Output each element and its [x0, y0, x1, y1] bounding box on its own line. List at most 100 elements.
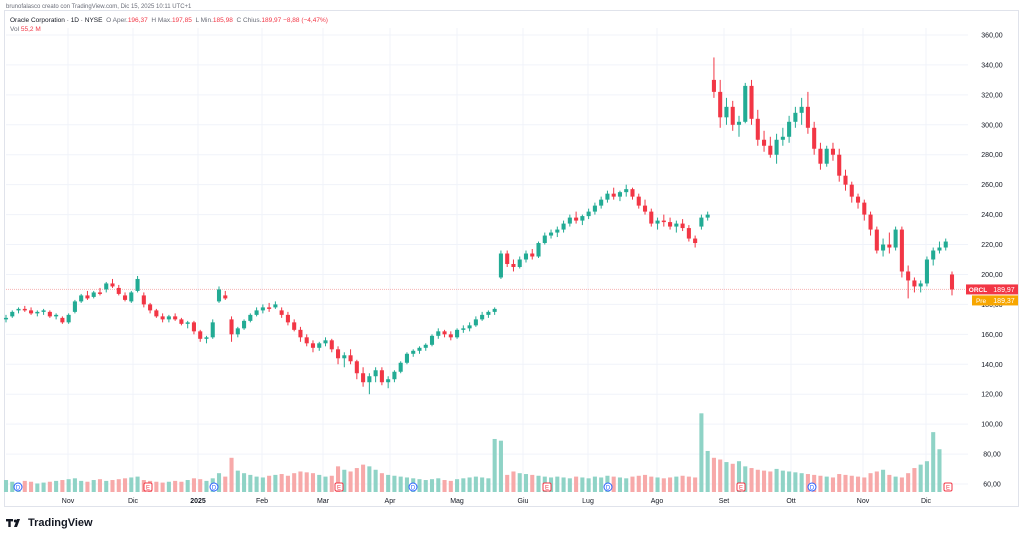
volume-bar — [467, 477, 472, 492]
volume-bar — [774, 468, 779, 492]
candle-body — [724, 106, 729, 118]
candle-body — [555, 229, 560, 233]
candle-body — [417, 347, 422, 351]
volume-bar — [517, 473, 522, 492]
x-tick-label: Dic — [921, 498, 932, 505]
candle-body — [342, 355, 347, 359]
volume-bar — [348, 471, 353, 492]
candle-body — [361, 373, 366, 383]
candle-body — [787, 121, 792, 137]
volume-bar — [680, 475, 685, 492]
candle-body — [523, 253, 529, 260]
volume-bar — [868, 473, 873, 492]
volume-bar — [22, 480, 27, 492]
volume-bar — [423, 480, 428, 492]
candle-body — [35, 311, 40, 314]
candle-body — [423, 344, 428, 348]
candle-body — [812, 127, 817, 149]
volume-bar — [881, 469, 886, 492]
candle-body — [398, 362, 403, 372]
volume-bar — [373, 469, 378, 492]
y-tick-label: 360,00 — [981, 33, 1003, 40]
candle-body — [329, 340, 334, 350]
volume-bar — [398, 476, 403, 492]
x-tick-label: Set — [719, 498, 730, 505]
volume-bar — [931, 432, 936, 492]
volume-bar — [10, 481, 15, 492]
footer-brand[interactable]: TradingView — [6, 517, 93, 529]
open-label: O — [106, 17, 112, 24]
dividend-marker — [807, 482, 817, 492]
candle-body — [824, 148, 829, 164]
candle-body — [755, 118, 760, 140]
volume-bar — [223, 476, 228, 492]
volume-bar — [793, 472, 798, 492]
earnings-marker — [542, 482, 552, 492]
event-marker-label: E — [946, 486, 950, 492]
candle-body — [599, 199, 604, 206]
dividend-marker — [13, 482, 23, 492]
volume-bar — [536, 475, 541, 492]
volume-bar — [66, 479, 71, 492]
volume-bar — [54, 480, 59, 492]
candle-body — [774, 139, 779, 155]
candle-body — [367, 376, 372, 383]
volume-bar — [686, 476, 691, 492]
y-tick-label: 340,00 — [981, 62, 1003, 69]
volume-bar — [924, 461, 929, 492]
volume-bar — [780, 470, 785, 492]
volume-bar — [699, 413, 704, 492]
x-tick-label: Giu — [518, 498, 529, 505]
candle-body — [22, 308, 27, 311]
volume-bar — [511, 471, 516, 492]
volume-bar — [204, 480, 209, 492]
volume-bar — [755, 469, 760, 492]
volume-bar — [617, 477, 622, 492]
candle-body — [530, 253, 535, 257]
candle-body — [323, 340, 328, 344]
volume-bar — [336, 466, 341, 492]
candle-body — [141, 295, 146, 305]
candle-body — [160, 316, 165, 320]
volume-bar — [711, 457, 716, 492]
x-tick-label: Mag — [450, 498, 464, 505]
candle-body — [855, 196, 861, 203]
candle-body — [267, 307, 272, 309]
candle-body — [60, 317, 65, 323]
open-value: 196,37 — [127, 17, 148, 24]
volume-bar — [179, 481, 184, 492]
candle-body — [505, 253, 510, 264]
candle-body — [862, 202, 867, 215]
candle-body — [843, 175, 848, 185]
volume-bar — [611, 476, 616, 492]
candle-body — [762, 139, 767, 146]
candle-body — [686, 228, 691, 239]
volume-bar — [216, 473, 222, 492]
tradingview-logo-icon — [6, 519, 20, 527]
volume-bar — [899, 477, 904, 492]
candle-body — [542, 235, 547, 244]
candle-body — [317, 343, 322, 348]
candle-body — [805, 106, 810, 128]
close-key: Chius. — [242, 17, 262, 24]
last-price-tag — [990, 284, 1018, 295]
candle-body — [85, 295, 90, 299]
event-marker-label: D — [606, 486, 611, 492]
candle-body — [229, 319, 234, 335]
candle-body — [392, 371, 397, 380]
candle-body — [429, 335, 435, 345]
candle-body — [3, 317, 9, 320]
candle-body — [110, 283, 115, 287]
volume-bar — [79, 480, 84, 492]
candle-body — [592, 205, 597, 212]
candle-body — [254, 310, 259, 315]
candle-body — [204, 337, 209, 339]
candle-body — [179, 319, 184, 324]
volume-bar — [448, 480, 453, 492]
volume-bar — [279, 474, 284, 492]
event-marker-label: D — [411, 486, 416, 492]
candle-body — [348, 355, 353, 362]
candle-body — [711, 79, 716, 92]
volume-bar — [561, 477, 566, 492]
